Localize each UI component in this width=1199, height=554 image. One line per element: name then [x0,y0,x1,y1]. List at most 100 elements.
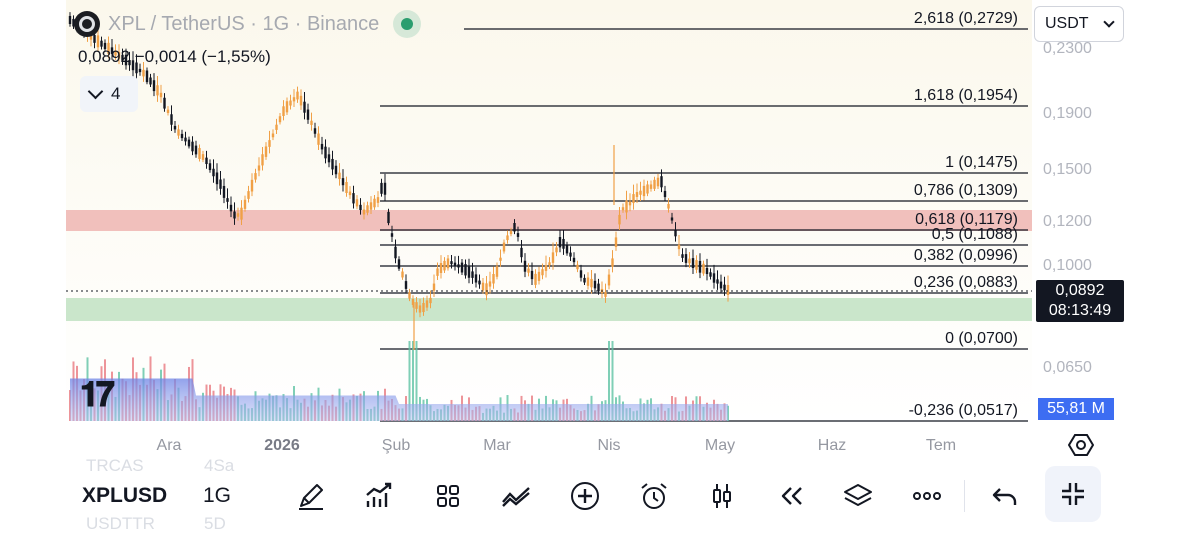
candle-body [681,254,684,258]
undo-button[interactable] [983,474,1027,518]
price-tick-label: 0,1200 [1043,213,1092,230]
volume-bar [608,341,610,421]
candle-body [597,283,600,292]
candle-body [632,194,635,204]
candle-body [373,198,376,208]
indicator-toggle-button[interactable]: 4 [80,76,138,112]
candle-body [429,297,432,304]
candle-body [226,198,229,202]
fib-level-label: 1 (0,1475) [945,154,1018,171]
fib-level-label: 1,618 (0,1954) [914,87,1018,104]
candle-body [194,145,198,155]
candle-body [198,148,201,159]
candle-body [628,201,632,206]
candle-body [187,139,191,147]
candle-body [278,116,282,123]
candle-body [677,244,681,250]
draw-button[interactable] [289,474,333,518]
candle-body [471,271,474,278]
candle-body [649,184,653,189]
candle-body [401,271,404,278]
compare-button[interactable] [494,474,538,518]
candle-body [222,185,226,198]
candle-body [362,209,366,215]
indicators-button[interactable] [357,474,401,518]
price-tick-label: 0,1000 [1043,257,1092,274]
candle-body [331,158,334,170]
time-axis[interactable]: Ara 2026 Şub Mar Nis May Haz Tem [157,437,957,454]
fullscreen-exit-button[interactable] [1045,466,1101,522]
candle-body [177,129,180,136]
chart-type-button[interactable] [700,474,744,518]
candle-body [212,168,215,177]
candle-body [614,237,618,247]
candle-body [96,35,100,48]
candle-body [271,133,275,138]
candle-body [233,211,236,219]
timeframe-button[interactable]: 1G [203,484,232,507]
price-axis[interactable]: 0,2300 0,1900 0,1500 0,1200 0,1000 0,0650 [1043,40,1092,376]
candle-body [404,281,408,289]
more-button[interactable] [905,474,949,518]
candle-body [674,229,677,237]
price-tick-label: 0,1900 [1043,105,1092,122]
candlesticks [68,12,730,350]
candle-body [394,246,397,259]
fib-level-label: 0,5 (0,1088) [932,226,1018,243]
candle-body [513,223,516,232]
candle-body [548,262,551,266]
layouts-button[interactable] [426,474,470,518]
time-tick-label: Mar [483,437,511,454]
candle-body [481,282,485,291]
price-chart[interactable]: 2,618 (0,2729) 1,618 (0,1954) 1 (0,1475) 0,… [66,0,1133,460]
volume-tag: 55,81 M [1038,398,1114,420]
fib-retracement[interactable]: 2,618 (0,2729) 1,618 (0,1954) 1 (0,1475) 0,… [380,10,1028,422]
candle-body [684,254,688,263]
currency-select[interactable]: USDT [1034,6,1124,42]
bottom-toolbar: TRCAS 4Sa USDTTR 5D XPLUSD 1G [66,456,1133,530]
candle-body [408,292,411,299]
alert-button[interactable] [632,474,676,518]
candle-body [551,252,555,263]
object-tree-button[interactable] [836,474,880,518]
candle-body [131,60,135,71]
candle-body [411,299,415,305]
volume-bar [408,341,411,421]
candle-body [415,302,418,309]
chart-settings-icon[interactable] [1068,432,1094,458]
symbol-header[interactable]: XPL / TetherUS · 1G · Binance [74,10,422,38]
candle-body [229,204,233,212]
candle-body [467,266,471,278]
candle-body [509,230,513,235]
candle-body [716,279,719,284]
tradingview-logo-icon[interactable]: 𝟏𝟕 [80,376,115,414]
chevron-down-icon [1103,16,1115,28]
candle-body [579,270,583,278]
chevron-down-icon [87,83,104,100]
candle-body [352,193,355,204]
candle-body [474,274,478,283]
rewind-icon [781,487,802,505]
candle-body [173,125,177,130]
candle-body [310,120,313,125]
volume-bar [415,341,418,421]
symbol-title-text: XPL / TetherUS · 1G · Binance [108,12,380,35]
add-button[interactable] [563,474,607,518]
candle-body [572,257,576,263]
candle-body [100,40,103,47]
candle-body [257,165,261,171]
ohlc-readout: 0,0892 −0,0014 (−1,55%) [78,47,271,66]
market-open-icon [393,10,422,38]
candle-body [93,34,96,43]
candle-body [460,262,464,273]
candle-body [254,173,257,180]
candle-body [495,266,499,277]
symbol-button[interactable]: XPLUSD [82,484,168,507]
candle-body [324,146,327,159]
candle-body [502,242,506,252]
candle-body [380,182,383,194]
candle-body [698,260,702,273]
candle-body [499,257,502,261]
replay-button[interactable] [769,474,813,518]
current-price: 0,0892 [1055,282,1105,299]
